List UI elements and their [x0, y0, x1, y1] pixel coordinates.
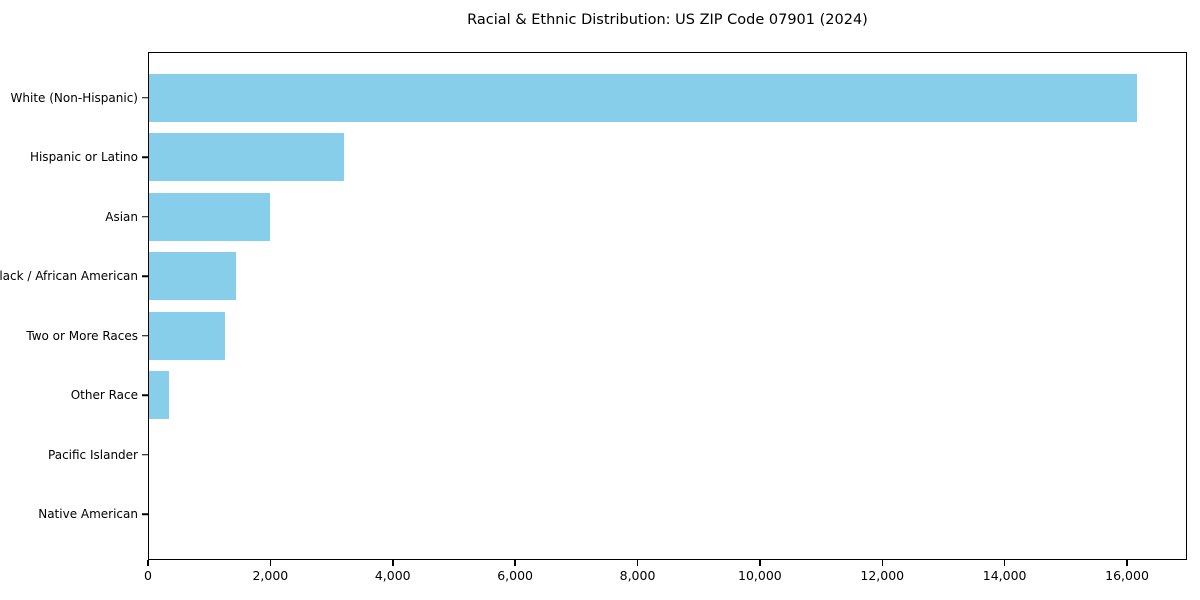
- y-tick-label: Other Race: [70, 388, 138, 403]
- bar-row: Native American: [38, 485, 1186, 545]
- bar-row: Hispanic or Latino: [30, 128, 1186, 188]
- bar: [149, 371, 169, 420]
- x-tick-mark: [392, 560, 394, 566]
- y-tick-label: Asian: [105, 209, 138, 224]
- y-tick-label: Two or More Races: [26, 328, 138, 343]
- y-tick-mark: [141, 97, 148, 99]
- y-tick-label: Black / African American: [0, 269, 138, 284]
- x-tick-label: 8,000: [619, 568, 656, 583]
- bar-row: Asian: [105, 187, 1186, 247]
- y-tick-label: White (Non-Hispanic): [10, 90, 138, 105]
- x-tick-label: 12,000: [860, 568, 905, 583]
- y-tick-mark: [141, 513, 148, 515]
- y-tick-label: Hispanic or Latino: [29, 150, 138, 165]
- bar: [149, 133, 345, 182]
- bar-row: Black / African American: [0, 247, 1186, 307]
- x-tick-label: 10,000: [738, 568, 782, 583]
- y-tick-mark: [141, 156, 148, 158]
- x-tick-mark: [881, 560, 884, 566]
- y-tick-label: Pacific Islander: [48, 447, 138, 462]
- x-tick-mark: [759, 560, 761, 566]
- bar-row: White (Non-Hispanic): [11, 68, 1186, 128]
- y-tick-mark: [141, 275, 148, 277]
- x-tick-mark: [636, 560, 639, 566]
- y-tick-mark: [141, 335, 148, 337]
- bar-rows: White (Non-Hispanic) Hispanic or Latino As…: [0, 53, 1186, 559]
- y-tick-mark: [141, 394, 148, 396]
- y-tick-mark: [141, 454, 148, 456]
- bar: [149, 73, 1137, 122]
- x-axis: 0 2,000 4,000 6,000 8,000 10,000 12,000 14,000 1…: [144, 560, 1187, 592]
- bar: [149, 311, 225, 360]
- x-tick-label: 14,000: [982, 568, 1027, 583]
- bar: [149, 192, 270, 241]
- bar-row: Other Race: [71, 366, 1186, 426]
- chart-title: Racial & Ethnic Distribution: US ZIP Cod…: [467, 12, 868, 28]
- x-tick-label: 6,000: [497, 568, 534, 583]
- x-tick-mark: [514, 560, 516, 566]
- x-tick-mark: [147, 560, 149, 566]
- bar: [149, 252, 236, 301]
- bar-row: Two or More Races: [26, 306, 1186, 366]
- x-tick-label: 2,000: [252, 568, 289, 583]
- y-tick-mark: [141, 216, 148, 218]
- x-tick-label: 0: [144, 568, 152, 583]
- x-tick-mark: [1126, 560, 1128, 566]
- y-tick-label: Native American: [38, 507, 138, 522]
- x-tick-mark: [1003, 560, 1006, 566]
- x-tick-label: 16,000: [1105, 568, 1149, 583]
- bar-row: Pacific Islander: [48, 425, 1186, 485]
- x-tick-label: 4,000: [374, 568, 411, 583]
- plot-area: White (Non-Hispanic) Hispanic or Latino As…: [0, 52, 1187, 560]
- x-tick-mark: [269, 560, 272, 566]
